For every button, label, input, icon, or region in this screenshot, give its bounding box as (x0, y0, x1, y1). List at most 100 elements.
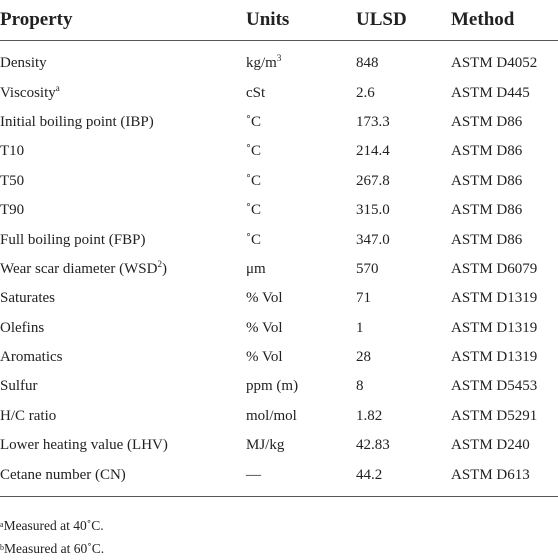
table-row: Aromatics % Vol 28 ASTM D1319 (0, 343, 558, 372)
cell-method: ASTM D86 (451, 231, 523, 248)
footnote-a: aMeasured at 40˚C. (0, 514, 104, 537)
header-method: Method (451, 0, 558, 41)
property-name: Wear scar diameter (WSD (0, 260, 158, 277)
header-row: Property Units ULSD Method (0, 0, 558, 41)
cell-ulsd: 570 (356, 260, 379, 277)
cell-property: Cetane number (CN) (0, 460, 246, 497)
cell-ulsd: 8 (356, 378, 364, 395)
cell-units: % Vol (246, 284, 356, 313)
property-superscript: a (55, 82, 60, 93)
table-row: Density kg/m3 848 ASTM D4052 (0, 41, 558, 79)
units-value: % Vol (246, 319, 283, 336)
cell-units: ˚C (246, 167, 356, 196)
footnote-marker: b (0, 543, 4, 552)
property-table: Property Units ULSD Method Density kg/m3 8… (0, 0, 558, 497)
property-name: T50 (0, 172, 25, 189)
table-row: T50 ˚C 267.8 ASTM D86 (0, 167, 558, 196)
cell-method: ASTM D240 (451, 437, 530, 454)
cell-ulsd: 28 (356, 349, 371, 366)
cell-method: ASTM D4052 (451, 55, 538, 72)
cell-units: MJ/kg (246, 431, 356, 460)
cell-property: Density (0, 41, 246, 79)
cell-property: T90 (0, 196, 246, 225)
cell-property: Wear scar diameter (WSD2) (0, 255, 246, 284)
cell-units: ˚C (246, 225, 356, 254)
cell-method: ASTM D86 (451, 113, 523, 130)
property-name: Full boiling point (FBP) (0, 231, 146, 248)
footnote-text: Measured at 40˚C. (3, 518, 104, 533)
cell-method: ASTM D1319 (451, 319, 538, 336)
table-row: Initial boiling point (IBP) ˚C 173.3 ASTM D… (0, 108, 558, 137)
units-superscript: 3 (276, 53, 282, 64)
footnotes: aMeasured at 40˚C. bMeasured at 60˚C. (0, 514, 104, 560)
units-value: cSt (246, 84, 266, 101)
table-header: Property Units ULSD Method (0, 0, 558, 41)
table-row: H/C ratio mol/mol 1.82 ASTM D5291 (0, 402, 558, 431)
property-name: Lower heating value (LHV) (0, 437, 168, 454)
cell-property: Initial boiling point (IBP) (0, 108, 246, 137)
cell-units: % Vol (246, 314, 356, 343)
table-row: Saturates % Vol 71 ASTM D1319 (0, 284, 558, 313)
footnote-b: bMeasured at 60˚C. (0, 537, 104, 560)
property-name: Density (0, 55, 47, 72)
cell-units: kg/m3 (246, 41, 356, 79)
cell-method: ASTM D1319 (451, 349, 538, 366)
cell-property: T50 (0, 167, 246, 196)
cell-property: Aromatics (0, 343, 246, 372)
cell-property: Sulfur (0, 372, 246, 401)
property-name: Initial boiling point (IBP) (0, 113, 154, 130)
property-name: Cetane number (CN) (0, 466, 126, 483)
cell-ulsd: 315.0 (356, 202, 390, 219)
cell-method: ASTM D86 (451, 143, 523, 160)
cell-method: ASTM D86 (451, 202, 523, 219)
units-value: mol/mol (246, 407, 297, 424)
table-body: Density kg/m3 848 ASTM D4052 Viscositya cSt 2.… (0, 41, 558, 497)
cell-ulsd: 44.2 (356, 460, 451, 497)
cell-property: Saturates (0, 284, 246, 313)
header-property: Property (0, 0, 246, 41)
table-row: Viscositya cSt 2.6 ASTM D445 (0, 78, 558, 107)
cell-property: Viscositya (0, 78, 246, 107)
cell-units: % Vol (246, 343, 356, 372)
cell-ulsd: 71 (356, 290, 371, 307)
property-name: Sulfur (0, 378, 38, 395)
cell-units: μm (246, 255, 356, 284)
property-name: Saturates (0, 290, 55, 307)
cell-units: ˚C (246, 137, 356, 166)
property-suffix: ) (161, 260, 167, 277)
property-name: Aromatics (0, 349, 63, 366)
table-row: Wear scar diameter (WSD2) μm 570 ASTM D6079 (0, 255, 558, 284)
units-value: MJ/kg (246, 437, 285, 454)
table-row: T90 ˚C 315.0 ASTM D86 (0, 196, 558, 225)
cell-ulsd: 267.8 (356, 172, 390, 189)
units-value: ˚C (246, 202, 261, 219)
units-value: ˚C (246, 113, 261, 130)
cell-method: ASTM D1319 (451, 290, 538, 307)
cell-property: H/C ratio (0, 402, 246, 431)
cell-units: cSt (246, 78, 356, 107)
units-value: ˚C (246, 172, 261, 189)
table-row: Olefins % Vol 1 ASTM D1319 (0, 314, 558, 343)
property-table-container: Property Units ULSD Method Density kg/m3 8… (0, 0, 558, 497)
header-ulsd: ULSD (356, 0, 451, 41)
cell-method: ASTM D445 (451, 84, 530, 101)
cell-ulsd: 42.83 (356, 437, 390, 454)
cell-units: mol/mol (246, 402, 356, 431)
units-value: % Vol (246, 349, 283, 366)
property-name: T90 (0, 202, 25, 219)
cell-units: ˚C (246, 108, 356, 137)
property-name: T10 (0, 143, 25, 160)
cell-ulsd: 1.82 (356, 407, 383, 424)
cell-ulsd: 347.0 (356, 231, 390, 248)
cell-ulsd: 214.4 (356, 143, 390, 160)
table-row: Lower heating value (LHV) MJ/kg 42.83 ASTM … (0, 431, 558, 460)
cell-units: ˚C (246, 196, 356, 225)
units-value: ˚C (246, 143, 261, 160)
header-units: Units (246, 0, 356, 41)
footnote-text: Measured at 60˚C. (4, 541, 105, 556)
property-superscript: 2 (157, 258, 162, 269)
units-value: — (246, 466, 261, 483)
footnote-marker: a (0, 520, 4, 529)
cell-property: Lower heating value (LHV) (0, 431, 246, 460)
table-row: T10 ˚C 214.4 ASTM D86 (0, 137, 558, 166)
